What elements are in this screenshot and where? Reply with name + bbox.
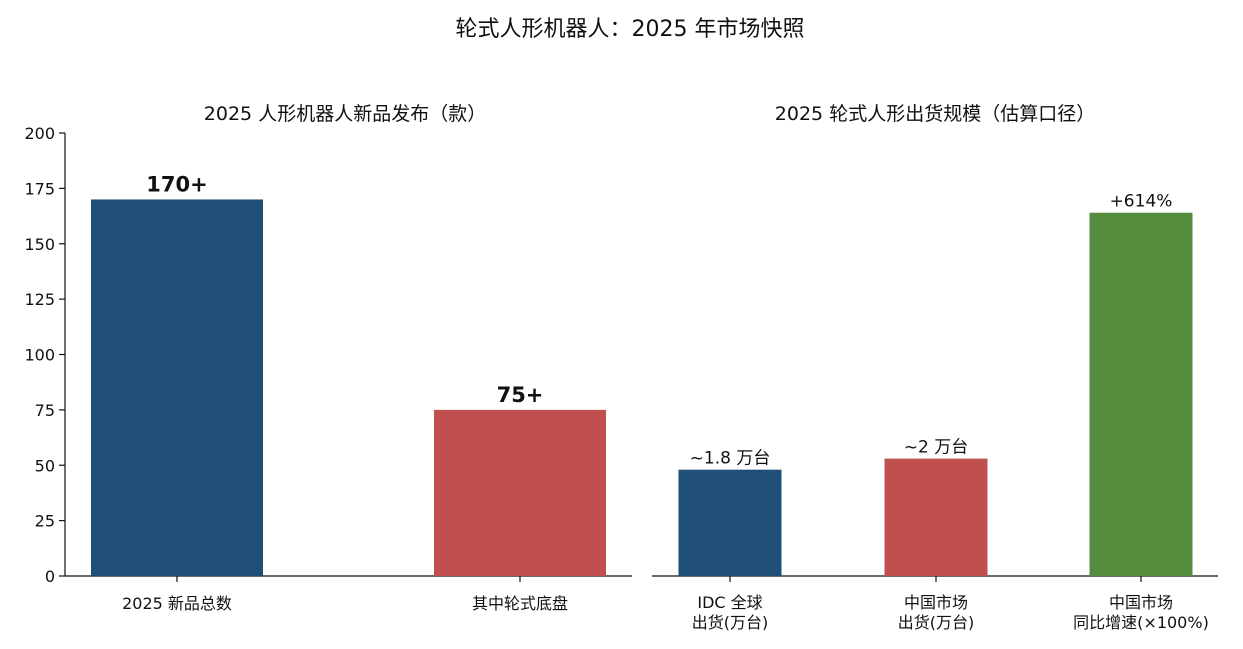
bar: [884, 458, 988, 576]
right-chart-title: 2025 轮式人形出货规模（估算口径）: [775, 103, 1095, 125]
x-tick-label: IDC 全球: [697, 593, 762, 612]
x-tick-label: 中国市场: [1109, 593, 1173, 612]
data-label: 75+: [497, 383, 544, 407]
x-tick-label: 出货(万台): [692, 613, 769, 632]
y-tick-label: 50: [35, 456, 55, 475]
x-tick-label: 2025 新品总数: [122, 594, 232, 613]
x-tick-label: 出货(万台): [898, 613, 975, 632]
bar: [91, 199, 263, 576]
y-tick-label: 200: [24, 124, 55, 143]
bar: [678, 469, 782, 576]
left-chart: 2025 人形机器人新品发布（款） 0 25 50 75 100 125 150 175 200…: [24, 103, 632, 613]
data-label: +614%: [1110, 192, 1173, 212]
data-label: ~2 万台: [904, 438, 968, 458]
y-tick-label: 125: [24, 290, 55, 309]
data-label: 170+: [146, 172, 207, 196]
x-tick-label: 中国市场: [904, 593, 968, 612]
y-tick-label: 75: [35, 401, 55, 420]
left-chart-title: 2025 人形机器人新品发布（款）: [204, 103, 486, 125]
y-tick-label: 175: [24, 179, 55, 198]
data-label: ~1.8 万台: [690, 449, 771, 469]
y-tick-label: 0: [45, 567, 55, 586]
bar: [1089, 212, 1193, 577]
y-tick-label: 25: [35, 512, 55, 531]
x-tick-label: 同比增速(×100%): [1073, 613, 1209, 632]
y-tick-label: 100: [24, 346, 55, 365]
x-tick-label: 其中轮式底盘: [472, 594, 568, 613]
figure-title: 轮式人形机器人：2025 年市场快照: [456, 17, 805, 42]
bar: [434, 409, 606, 576]
y-tick-label: 150: [24, 235, 55, 254]
